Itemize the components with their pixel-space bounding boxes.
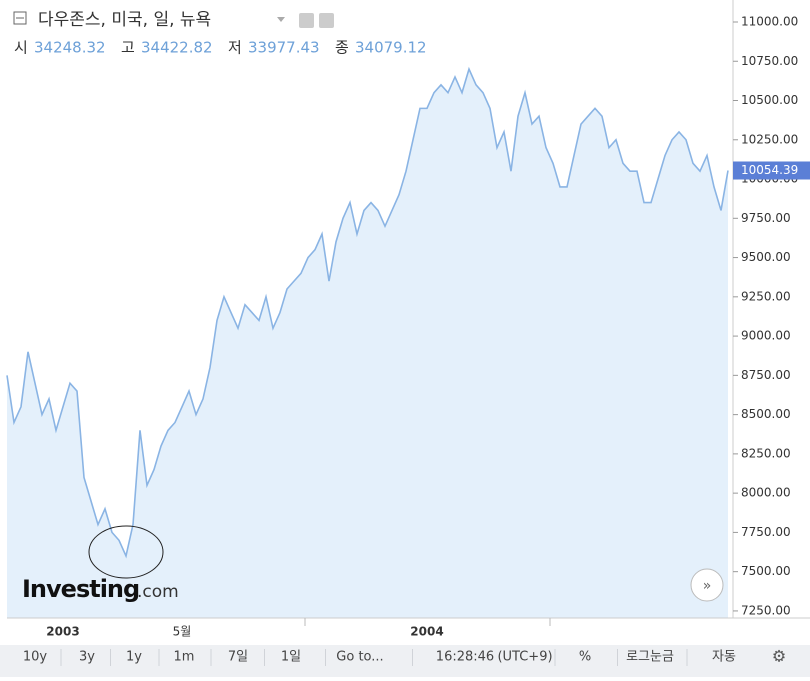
area: [7, 69, 728, 619]
ohlc-row: 시 34248.32 고 34422.82 저 33977.43 종 34079.12: [14, 39, 427, 57]
toolbar-button[interactable]: 로그눈금: [626, 650, 674, 665]
toolbar-button[interactable]: 10y: [23, 650, 48, 665]
y-tick-label: 7750.00: [741, 525, 791, 539]
toolbar: [0, 645, 810, 677]
scroll-button[interactable]: [690, 568, 724, 602]
y-tick-label: 8000.00: [741, 486, 791, 500]
toolbar-buttons: 10y 3y 1y 1m 7일 1일 Go to... 16:28:46 (UTC+9)% 로그눈…: [23, 647, 786, 666]
y-tick-label: 7500.00: [741, 564, 791, 578]
eye-icon[interactable]: [299, 13, 314, 28]
y-tick-label: 8500.00: [741, 407, 791, 421]
toolbar-button: 16:28:46: [436, 650, 494, 665]
toolbar-button[interactable]: 1y: [126, 650, 142, 665]
toolbar-button[interactable]: 자동: [712, 650, 736, 665]
collapse-icon[interactable]: [13, 11, 27, 25]
y-tick-label: 9250.00: [741, 289, 791, 303]
plot-area: [6, 66, 729, 619]
toolbar-button[interactable]: 1일: [281, 650, 301, 665]
x-tick-label: 5월: [173, 625, 192, 639]
ohlc-label: 고: [121, 39, 135, 57]
ohlc-value: 34079.12: [355, 39, 427, 57]
toolbar-button[interactable]: Go to...: [336, 650, 383, 665]
toolbar-button: (UTC+9): [497, 650, 552, 665]
toolbar-button[interactable]: 1m: [174, 650, 195, 665]
ohlc-label: 시: [14, 39, 28, 57]
ohlc-value: 33977.43: [248, 39, 320, 57]
scroll-icon: »: [703, 578, 712, 594]
toolbar-button[interactable]: %: [579, 650, 591, 665]
y-tick-label: 8250.00: [741, 446, 791, 460]
toolbar-button[interactable]: 3y: [79, 650, 95, 665]
y-tick-label: 10250.00: [741, 132, 798, 146]
y-tick-label: 11000.00: [741, 14, 798, 28]
toolbar-button[interactable]: 7일: [228, 650, 248, 665]
y-tick-label: 9500.00: [741, 250, 791, 264]
ohlc-value: 34248.32: [34, 39, 106, 57]
settings-icon[interactable]: [319, 13, 334, 28]
chart-title: 다우존스, 미국, 일, 뉴욕: [38, 10, 211, 30]
y-tick-label: 9000.00: [741, 329, 791, 343]
y-tick-label: 7250.00: [741, 603, 791, 617]
y-tick-label: 8750.00: [741, 368, 791, 382]
y-tick-label: 10750.00: [741, 54, 798, 68]
logo-main: Investing: [22, 575, 139, 603]
hand-drawn-circle: [88, 525, 164, 579]
ohlc-label: 종: [335, 39, 349, 57]
last-value-badge: [733, 161, 810, 180]
line: [6, 66, 729, 559]
logo-suffix: .com: [137, 582, 179, 602]
x-tick-label: 2003: [46, 625, 79, 639]
ohlc-value: 34422.82: [141, 39, 213, 57]
ohlc-label: 저: [228, 39, 242, 57]
settings-gear[interactable]: ⚙: [772, 647, 786, 666]
x-tick-label: 2004: [410, 625, 443, 639]
y-tick-label: 10500.00: [741, 93, 798, 107]
y-tick-label: 9750.00: [741, 211, 791, 225]
dropdown-icon[interactable]: [277, 17, 285, 22]
last-value-label: 10054.39: [741, 163, 798, 177]
